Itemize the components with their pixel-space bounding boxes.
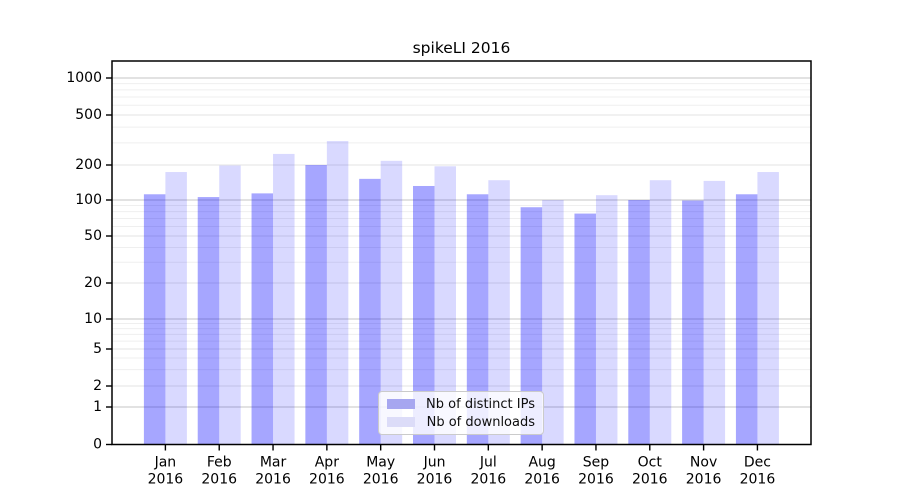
legend-item-distinct-ips: Nb of distinct IPs xyxy=(387,397,535,412)
bar-downloads-apr xyxy=(326,141,349,445)
bar-downloads-jul xyxy=(488,180,510,445)
chart-title: spikeLI 2016 xyxy=(412,39,511,57)
y-tick-label-1000: 1000 xyxy=(66,70,102,86)
x-tick-label-jun: Jun xyxy=(423,455,446,471)
x-tick-label-year-feb: 2016 xyxy=(201,472,237,488)
x-tick-label-year-oct: 2016 xyxy=(632,472,668,488)
legend-swatch-distinct-ips xyxy=(387,399,415,409)
legend: Nb of distinct IPs Nb of downloads xyxy=(378,391,544,435)
x-tick-label-mar: Mar xyxy=(260,455,287,471)
bar-distinct-ips-apr xyxy=(305,165,327,445)
y-tick-label-0: 0 xyxy=(93,437,102,453)
bar-distinct-ips-jul xyxy=(466,194,489,445)
x-tick-label-apr: Apr xyxy=(315,455,339,471)
x-tick-label-nov: Nov xyxy=(690,455,717,471)
legend-label-downloads: Nb of downloads xyxy=(426,414,535,430)
bar-distinct-ips-jan xyxy=(143,194,166,445)
x-tick-label-sep: Sep xyxy=(583,455,610,471)
bar-distinct-ips-nov xyxy=(682,200,704,445)
bar-downloads-may xyxy=(380,160,403,445)
y-tick-label-10: 10 xyxy=(84,311,102,327)
x-tick-label-year-mar: 2016 xyxy=(255,472,291,488)
x-tick-label-aug: Aug xyxy=(528,455,555,471)
bar-distinct-ips-mar xyxy=(251,193,274,445)
x-tick-label-year-jun: 2016 xyxy=(417,472,453,488)
bar-downloads-nov xyxy=(703,180,726,445)
x-tick-label-year-jul: 2016 xyxy=(470,472,506,488)
y-tick-label-100: 100 xyxy=(75,192,102,208)
bar-distinct-ips-dec xyxy=(735,194,758,445)
x-tick-label-jul: Jul xyxy=(479,455,497,471)
bar-distinct-ips-jun xyxy=(413,185,435,445)
bar-distinct-ips-oct xyxy=(628,200,650,445)
bar-distinct-ips-sep xyxy=(574,213,596,445)
y-tick-label-200: 200 xyxy=(75,157,102,173)
x-tick-label-may: May xyxy=(366,455,395,471)
x-tick-label-year-nov: 2016 xyxy=(686,472,722,488)
bar-downloads-feb xyxy=(219,165,241,445)
x-tick-label-year-aug: 2016 xyxy=(524,472,560,488)
y-tick-label-1: 1 xyxy=(93,399,102,415)
bar-distinct-ips-aug xyxy=(520,207,543,445)
bar-downloads-oct xyxy=(649,180,672,445)
bar-downloads-aug xyxy=(542,200,564,445)
bar-distinct-ips-feb xyxy=(197,197,220,445)
bar-downloads-sep xyxy=(595,195,618,445)
legend-label-distinct-ips: Nb of distinct IPs xyxy=(426,396,535,412)
bar-downloads-jan xyxy=(165,172,187,445)
bar-downloads-mar xyxy=(273,153,295,445)
x-tick-label-oct: Oct xyxy=(638,455,663,471)
plot-border xyxy=(111,60,812,446)
x-tick-label-year-may: 2016 xyxy=(363,472,399,488)
x-tick-label-year-jan: 2016 xyxy=(148,472,184,488)
x-tick-label-jan: Jan xyxy=(154,455,177,471)
bar-downloads-dec xyxy=(757,172,779,445)
x-tick-label-year-apr: 2016 xyxy=(309,472,345,488)
y-tick-label-500: 500 xyxy=(75,107,102,123)
bar-downloads-jun xyxy=(434,166,456,445)
y-tick-label-50: 50 xyxy=(84,228,102,244)
y-tick-label-5: 5 xyxy=(93,341,102,357)
legend-swatch-downloads xyxy=(387,417,415,427)
bar-distinct-ips-may xyxy=(359,178,381,445)
x-tick-label-feb: Feb xyxy=(207,455,232,471)
x-tick-label-dec: Dec xyxy=(744,455,771,471)
legend-item-downloads: Nb of downloads xyxy=(387,415,535,430)
x-tick-label-year-sep: 2016 xyxy=(578,472,614,488)
y-tick-label-2: 2 xyxy=(93,378,102,394)
y-tick-label-20: 20 xyxy=(84,275,102,291)
x-tick-label-year-dec: 2016 xyxy=(740,472,776,488)
